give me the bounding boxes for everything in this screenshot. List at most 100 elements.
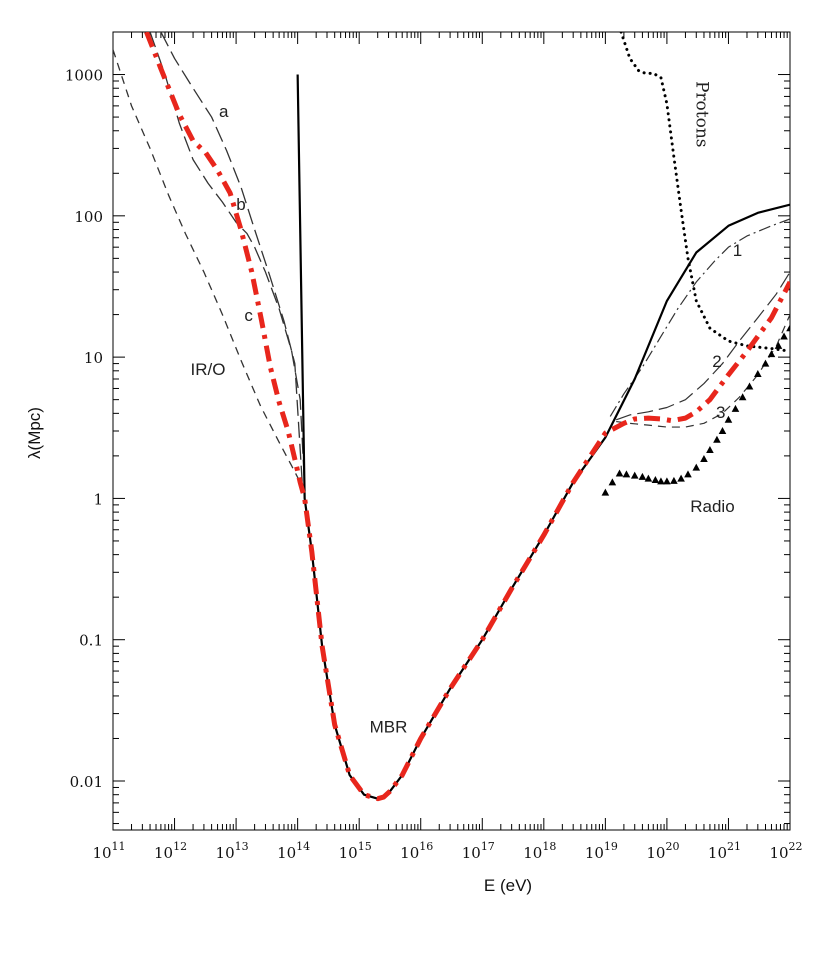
annotation-radio: Radio xyxy=(690,497,734,516)
plot-area xyxy=(112,31,791,831)
x-tick-label-exponent: 15 xyxy=(358,840,372,853)
annotation-ir-o: IR/O xyxy=(191,360,226,379)
y-tick-label: 100 xyxy=(74,208,103,226)
radio-marker xyxy=(754,369,762,377)
x-tick-label-base: 10 xyxy=(769,844,788,862)
radio-marker xyxy=(774,341,783,349)
x-tick-label: 1014 xyxy=(277,840,310,862)
radio-marker xyxy=(630,471,639,479)
annotation-1: 1 xyxy=(733,241,742,260)
series-protons-line xyxy=(619,32,790,353)
x-tick-label: 1020 xyxy=(646,840,679,862)
series-radio-markers xyxy=(601,324,790,496)
x-tick-label: 1019 xyxy=(585,840,618,862)
x-tick-label: 1013 xyxy=(216,840,249,862)
series-protons xyxy=(619,32,790,353)
series-total-bold-dash-dot-line xyxy=(144,32,790,802)
y-tick-label: 1000 xyxy=(65,67,103,85)
y-tick-label: 10 xyxy=(84,349,103,367)
annotation-2: 2 xyxy=(712,352,721,371)
radio-marker xyxy=(718,427,727,434)
series-a xyxy=(160,32,304,488)
x-tick-label-base: 10 xyxy=(708,844,727,862)
x-tick-label-exponent: 14 xyxy=(296,840,310,853)
radio-marker xyxy=(615,469,624,477)
radio-marker xyxy=(738,393,747,401)
x-tick-label-base: 10 xyxy=(277,844,296,862)
x-tick-label-exponent: 20 xyxy=(665,840,679,853)
annotation-3: 3 xyxy=(716,403,725,422)
radio-marker xyxy=(608,478,617,486)
x-tick-label: 1021 xyxy=(708,840,741,862)
series-c xyxy=(113,49,306,488)
x-tick-label-base: 10 xyxy=(216,844,235,862)
annotation-a: a xyxy=(219,102,229,121)
y-tick-label: 0.1 xyxy=(79,632,103,650)
x-tick-label-exponent: 16 xyxy=(419,840,433,853)
radio-marker xyxy=(601,488,610,496)
x-tick-label-base: 10 xyxy=(523,844,542,862)
x-tick-label-exponent: 13 xyxy=(235,840,249,853)
x-tick-label-exponent: 19 xyxy=(604,840,618,853)
x-tick-label-base: 10 xyxy=(92,844,111,862)
x-tick-label: 1012 xyxy=(154,840,187,862)
plot-frame xyxy=(112,31,791,831)
radio-marker xyxy=(767,350,776,358)
radio-marker xyxy=(724,415,733,423)
x-tick-label: 1016 xyxy=(400,840,433,862)
series-mbr-radio-black-line xyxy=(296,74,790,800)
radio-marker xyxy=(670,476,678,484)
x-tick-label: 1022 xyxy=(769,840,802,862)
x-tick-label-exponent: 18 xyxy=(542,840,556,853)
x-tick-label-base: 10 xyxy=(585,844,604,862)
series-layer xyxy=(113,32,790,802)
x-tick-label-base: 10 xyxy=(462,844,481,862)
x-axis-title: E (eV) xyxy=(484,876,532,895)
x-tick-label-base: 10 xyxy=(400,844,419,862)
x-tick-label: 1017 xyxy=(462,840,495,862)
radio-marker xyxy=(713,435,721,443)
radio-marker xyxy=(692,463,701,471)
radio-marker xyxy=(745,382,754,390)
x-tick-label-base: 10 xyxy=(154,844,173,862)
x-tick-label-exponent: 11 xyxy=(112,840,126,853)
radio-marker xyxy=(731,404,740,412)
series-2 xyxy=(615,271,790,421)
x-tick-label-exponent: 12 xyxy=(173,840,187,853)
radio-marker xyxy=(684,470,692,478)
x-tick-label-exponent: 22 xyxy=(789,840,803,853)
series-mbr-radio-black xyxy=(296,74,790,800)
radio-marker xyxy=(622,470,631,478)
y-axis-title: λ(Mpc) xyxy=(25,407,44,459)
radio-marker xyxy=(780,332,788,340)
annotations-layer: IR/O MBR Radio a b c 1 2 3 Protons xyxy=(191,81,743,737)
x-tick-label: 1015 xyxy=(339,840,372,862)
x-tick-label-base: 10 xyxy=(339,844,358,862)
y-tick-label: 0.01 xyxy=(70,773,103,791)
series-2-line xyxy=(615,271,790,421)
radio-marker xyxy=(786,324,790,332)
radio-marker xyxy=(657,477,665,485)
x-tick-label-base: 10 xyxy=(646,844,665,862)
radio-marker xyxy=(638,472,647,480)
annotation-c: c xyxy=(244,306,253,325)
radio-marker xyxy=(761,359,770,367)
radio-marker xyxy=(651,475,660,483)
radio-marker xyxy=(700,455,708,463)
x-tick-label-exponent: 17 xyxy=(481,840,495,853)
series-a-line xyxy=(160,32,304,488)
radio-marker xyxy=(663,477,671,485)
x-tick-label: 1011 xyxy=(92,840,125,862)
radio-marker xyxy=(706,446,714,454)
annotation-b: b xyxy=(236,195,245,214)
series-c-line xyxy=(113,49,306,488)
axis-ticks: 1011 1012 1013 1014 1015 1016 1017 1018 1019 1020… xyxy=(65,31,803,862)
y-tick-label: 1 xyxy=(93,490,103,508)
annotation-mbr: MBR xyxy=(370,718,408,737)
x-tick-label-exponent: 21 xyxy=(727,840,741,853)
radio-marker xyxy=(677,474,685,482)
x-tick-label: 1018 xyxy=(523,840,556,862)
series-total-bold-dash-dot xyxy=(144,32,790,802)
annotation-protons: Protons xyxy=(691,81,711,148)
